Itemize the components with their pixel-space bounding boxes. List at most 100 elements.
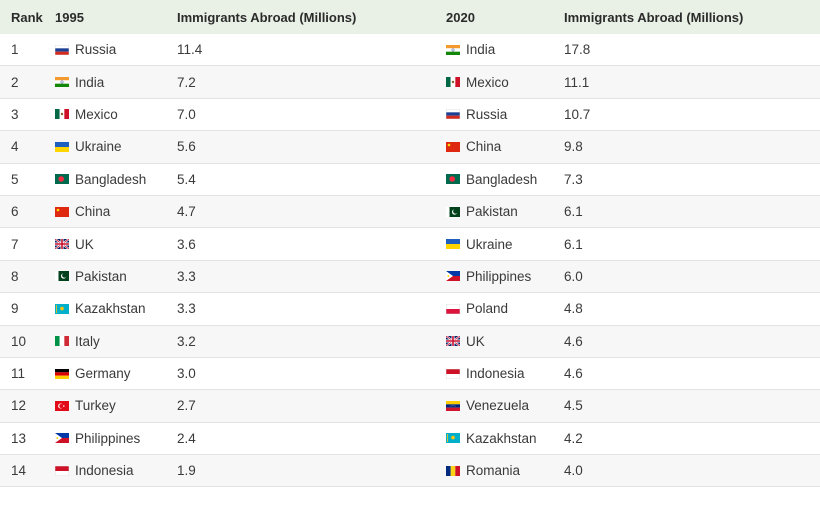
country-2020-cell: Romania xyxy=(435,463,564,478)
header-value-1995: Immigrants Abroad (Millions) xyxy=(177,9,357,25)
philippines-flag-icon xyxy=(55,433,69,444)
ukraine-flag-icon xyxy=(446,239,460,250)
table-row: 9 Kazakhstan 3.3 Poland 4.8 xyxy=(0,293,820,326)
country-name: Poland xyxy=(466,301,509,317)
country-2020-cell: Poland xyxy=(435,301,564,316)
country-name: Philippines xyxy=(75,430,141,446)
value-2020-cell: 7.3 xyxy=(564,171,583,187)
rank-cell: 9 xyxy=(11,301,19,317)
germany-flag-icon xyxy=(55,368,69,379)
table-row: 10 Italy 3.2 UK 4.6 xyxy=(0,325,820,358)
country-name: Germany xyxy=(75,366,131,382)
country-1995-cell: China xyxy=(44,204,177,219)
india-flag-icon xyxy=(55,77,69,88)
country-name: Mexico xyxy=(75,106,118,122)
value-1995-cell: 4.7 xyxy=(177,204,196,220)
mexico-flag-icon xyxy=(446,77,460,88)
country-name: Kazakhstan xyxy=(75,301,146,317)
rank-cell: 3 xyxy=(11,106,19,122)
country-1995-cell: Germany xyxy=(44,366,177,381)
country-name: Russia xyxy=(75,42,117,58)
turkey-flag-icon xyxy=(55,400,69,411)
country-name: Bangladesh xyxy=(75,171,147,187)
rank-cell: 13 xyxy=(11,430,27,446)
table-body: 1 Russia 11.4 India 17.8 2 India 7.2 Mexico 11.1 3… xyxy=(0,34,820,488)
value-2020-cell: 4.6 xyxy=(564,366,583,382)
country-1995-cell: Ukraine xyxy=(44,139,177,154)
rank-cell: 6 xyxy=(11,204,19,220)
table-row: 11 Germany 3.0 Indonesia 4.6 xyxy=(0,358,820,391)
rank-cell: 2 xyxy=(11,74,19,90)
country-name: China xyxy=(466,139,502,155)
country-1995-cell: UK xyxy=(44,237,177,252)
country-1995-cell: Indonesia xyxy=(44,463,177,478)
table-row: 5 Bangladesh 5.4 Bangladesh 7.3 xyxy=(0,164,820,196)
country-2020-cell: UK xyxy=(435,334,564,349)
country-2020-cell: Venezuela xyxy=(435,398,564,413)
country-2020-cell: China xyxy=(435,139,564,154)
value-2020-cell: 4.2 xyxy=(564,430,583,446)
pakistan-flag-icon xyxy=(446,206,460,217)
value-2020-cell: 11.1 xyxy=(564,74,590,90)
italy-flag-icon xyxy=(55,336,69,347)
value-1995-cell: 3.0 xyxy=(177,366,196,382)
country-name: Kazakhstan xyxy=(466,430,537,446)
romania-flag-icon xyxy=(446,465,460,476)
country-1995-cell: Kazakhstan xyxy=(44,301,177,316)
india-flag-icon xyxy=(446,44,460,55)
country-name: UK xyxy=(75,236,94,252)
value-1995-cell: 3.3 xyxy=(177,268,196,284)
table-row: 14 Indonesia 1.9 Romania 4.0 xyxy=(0,455,820,488)
china-flag-icon xyxy=(55,206,69,217)
rank-cell: 8 xyxy=(11,268,19,284)
rank-cell: 1 xyxy=(11,42,19,58)
table-row: 1 Russia 11.4 India 17.8 xyxy=(0,34,820,67)
table-row: 2 India 7.2 Mexico 11.1 xyxy=(0,66,820,99)
country-name: UK xyxy=(466,333,485,349)
immigrants-table: Rank 1995 Immigrants Abroad (Millions) 2… xyxy=(0,0,820,488)
value-1995-cell: 7.0 xyxy=(177,106,196,122)
country-name: Indonesia xyxy=(466,366,525,382)
country-2020-cell: Russia xyxy=(435,107,564,122)
rank-cell: 7 xyxy=(11,236,19,252)
country-1995-cell: Mexico xyxy=(44,107,177,122)
value-1995-cell: 3.2 xyxy=(177,333,196,349)
value-2020-cell: 4.0 xyxy=(564,463,583,479)
value-2020-cell: 4.6 xyxy=(564,333,583,349)
russia-flag-icon xyxy=(446,109,460,120)
kazakhstan-flag-icon xyxy=(446,433,460,444)
value-1995-cell: 5.6 xyxy=(177,139,196,155)
value-2020-cell: 17.8 xyxy=(564,42,591,58)
venezuela-flag-icon xyxy=(446,400,460,411)
philippines-flag-icon xyxy=(446,271,460,282)
value-2020-cell: 6.0 xyxy=(564,268,583,284)
country-2020-cell: Pakistan xyxy=(435,204,564,219)
value-1995-cell: 2.4 xyxy=(177,430,196,446)
russia-flag-icon xyxy=(55,44,69,55)
country-1995-cell: Russia xyxy=(44,42,177,57)
country-name: Venezuela xyxy=(466,398,530,414)
table-header: Rank 1995 Immigrants Abroad (Millions) 2… xyxy=(0,0,820,34)
value-2020-cell: 4.8 xyxy=(564,301,583,317)
value-1995-cell: 5.4 xyxy=(177,171,196,187)
uk-flag-icon xyxy=(55,239,69,250)
country-2020-cell: Indonesia xyxy=(435,366,564,381)
country-2020-cell: Bangladesh xyxy=(435,172,564,187)
header-year-1995: 1995 xyxy=(55,9,84,25)
table-row: 13 Philippines 2.4 Kazakhstan 4.2 xyxy=(0,423,820,456)
table-row: 4 Ukraine 5.6 China 9.8 xyxy=(0,131,820,164)
china-flag-icon xyxy=(446,141,460,152)
value-2020-cell: 6.1 xyxy=(564,236,583,252)
bangladesh-flag-icon xyxy=(446,174,460,185)
country-1995-cell: Philippines xyxy=(44,431,177,446)
country-name: Bangladesh xyxy=(466,171,538,187)
country-1995-cell: Bangladesh xyxy=(44,172,177,187)
indonesia-flag-icon xyxy=(446,368,460,379)
value-1995-cell: 1.9 xyxy=(177,463,196,479)
table-row: 3 Mexico 7.0 Russia 10.7 xyxy=(0,99,820,132)
indonesia-flag-icon xyxy=(55,465,69,476)
mexico-flag-icon xyxy=(55,109,69,120)
uk-flag-icon xyxy=(446,336,460,347)
country-name: Pakistan xyxy=(466,204,518,220)
country-name: Italy xyxy=(75,333,100,349)
